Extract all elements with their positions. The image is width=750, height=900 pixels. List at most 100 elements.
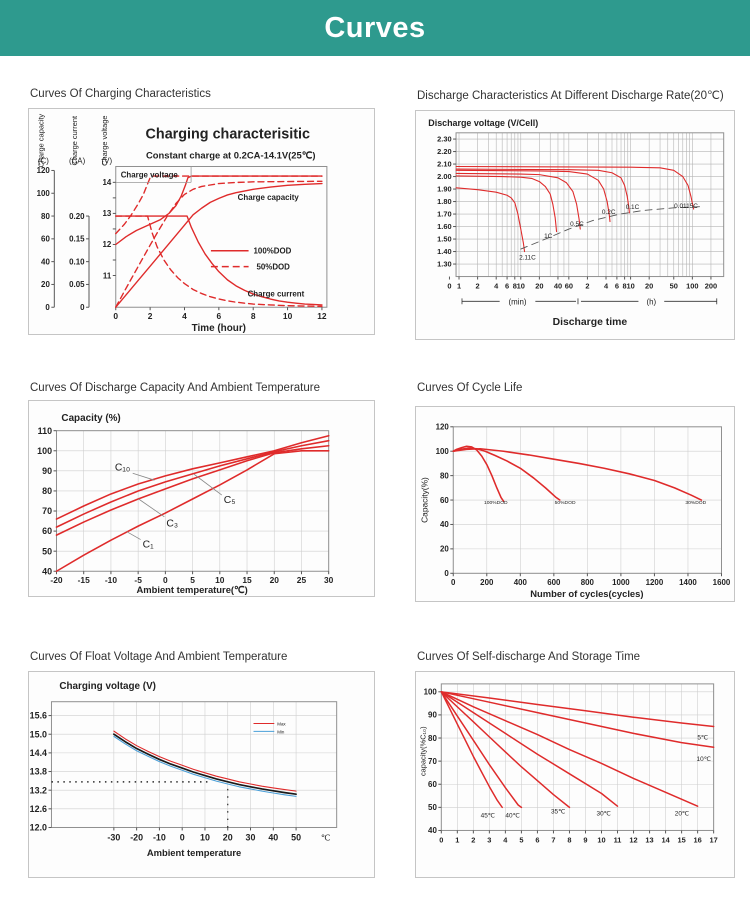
svg-text:45℃: 45℃ (481, 813, 495, 820)
svg-text:120: 120 (37, 166, 51, 175)
svg-text:2.10: 2.10 (437, 160, 451, 169)
svg-text:Capacity(%): Capacity(%) (420, 477, 430, 523)
svg-text:3: 3 (487, 835, 491, 844)
svg-text:11: 11 (103, 271, 112, 280)
svg-text:6: 6 (615, 281, 619, 290)
svg-text:40℃: 40℃ (505, 813, 519, 820)
svg-text:1200: 1200 (646, 578, 664, 587)
svg-text:Min: Min (277, 729, 285, 734)
svg-text:Max: Max (277, 721, 286, 726)
svg-text:400: 400 (514, 578, 528, 587)
svg-text:100: 100 (436, 447, 450, 456)
svg-text:1.70: 1.70 (437, 210, 451, 219)
svg-text:13.8: 13.8 (30, 767, 47, 777)
svg-text:2: 2 (585, 281, 589, 290)
section-title-self-discharge: Curves Of Self-discharge And Storage Tim… (417, 651, 641, 663)
svg-text:30: 30 (246, 832, 256, 842)
svg-text:2.20: 2.20 (437, 147, 451, 156)
svg-text:50: 50 (428, 803, 437, 812)
page-title: Curves (324, 11, 426, 44)
svg-text:200: 200 (705, 281, 717, 290)
svg-text:6: 6 (535, 835, 539, 844)
svg-text:14.4: 14.4 (30, 748, 47, 758)
svg-text:20: 20 (645, 281, 653, 290)
svg-text:2.30: 2.30 (437, 135, 451, 144)
svg-text:10℃: 10℃ (697, 756, 711, 763)
svg-text:1.80: 1.80 (437, 197, 451, 206)
svg-text:2: 2 (471, 835, 475, 844)
svg-text:90: 90 (428, 711, 437, 720)
svg-text:C₃: C₃ (166, 519, 178, 530)
svg-text:20: 20 (440, 545, 449, 554)
svg-text:7: 7 (551, 835, 555, 844)
section-title-discharge-capacity-temperature: Curves Of Discharge Capacity And Ambient… (30, 382, 320, 394)
svg-text:13.2: 13.2 (30, 785, 47, 795)
svg-text:15: 15 (677, 835, 685, 844)
svg-text:4: 4 (604, 281, 609, 290)
chart-charging-characteristics: 0 20 40 60 80 100 120 0 0.05 0.10 0.15 0.20 11 12 13 14… (28, 108, 375, 335)
svg-text:20: 20 (535, 281, 543, 290)
svg-text:100%DOD: 100%DOD (254, 247, 292, 256)
svg-text:12: 12 (629, 835, 637, 844)
svg-text:Charging characterisitic: Charging characterisitic (146, 127, 310, 143)
svg-text:80: 80 (42, 486, 52, 496)
svg-text:60: 60 (440, 496, 449, 505)
svg-text:(V): (V) (102, 157, 113, 166)
section-title-float-voltage: Curves Of Float Voltage And Ambient Temp… (30, 651, 288, 663)
svg-text:15.0: 15.0 (30, 729, 47, 739)
svg-text:1.90: 1.90 (437, 185, 451, 194)
svg-text:(min): (min) (508, 297, 526, 306)
svg-text:C₅: C₅ (224, 495, 236, 506)
svg-text:5: 5 (190, 575, 195, 585)
svg-text:100: 100 (686, 281, 698, 290)
svg-text:(C): (C) (38, 157, 49, 166)
svg-text:120: 120 (436, 423, 450, 432)
svg-text:200: 200 (480, 578, 494, 587)
svg-text:1: 1 (457, 281, 461, 290)
svg-text:0: 0 (447, 281, 451, 290)
chart-canvas-float-voltage: 12.0 12.6 13.2 13.8 14.4 15.0 15.6 -30 -20 -10 0 10… (30, 681, 338, 858)
svg-text:50%DOD: 50%DOD (257, 263, 291, 272)
svg-text:Discharge time: Discharge time (553, 317, 628, 328)
svg-text:50: 50 (670, 281, 678, 290)
svg-text:Charge capacity: Charge capacity (238, 193, 300, 202)
svg-text:100%DOD: 100%DOD (484, 500, 508, 506)
svg-text:110: 110 (38, 426, 52, 436)
svg-text:2: 2 (148, 311, 153, 321)
svg-text:9: 9 (583, 835, 587, 844)
svg-text:Constant charge at 0.2CA-14.1V: Constant charge at 0.2CA-14.1V(25℃) (146, 150, 315, 161)
svg-text:10: 10 (597, 835, 605, 844)
svg-text:Ambient temperature: Ambient temperature (147, 847, 241, 858)
chart-discharge-capacity-temperature: 40 50 60 70 80 90 100 110 -20 -15 -10 -5 0 5 10 15 20 25 3… (28, 400, 375, 597)
svg-text:0: 0 (45, 303, 50, 312)
svg-text:25: 25 (297, 575, 307, 585)
svg-text:Charge current: Charge current (248, 289, 305, 298)
svg-text:5: 5 (519, 835, 523, 844)
svg-text:℃: ℃ (321, 832, 330, 842)
svg-text:(h): (h) (646, 297, 656, 306)
svg-text:17: 17 (710, 835, 718, 844)
svg-text:2.00: 2.00 (437, 172, 451, 181)
svg-text:Number of cycles(cycles): Number of cycles(cycles) (530, 588, 643, 599)
svg-text:8: 8 (567, 835, 571, 844)
svg-text:600: 600 (547, 578, 561, 587)
svg-text:15.6: 15.6 (30, 711, 47, 721)
svg-text:14: 14 (661, 835, 670, 844)
svg-text:-20: -20 (130, 832, 143, 842)
section-title-charging-characteristics: Curves Of Charging Characteristics (30, 88, 211, 100)
svg-text:60: 60 (42, 526, 52, 536)
svg-text:Charge voltage: Charge voltage (121, 170, 179, 179)
svg-text:30: 30 (324, 575, 334, 585)
svg-text:Time (hour): Time (hour) (192, 323, 246, 334)
svg-text:40: 40 (554, 281, 562, 290)
svg-text:80: 80 (440, 471, 449, 480)
svg-text:0.5C: 0.5C (570, 221, 584, 228)
chart-cycle-life: 0 20 40 60 80 100 120 0 200 400 600 800 1000 1200 1400… (415, 406, 735, 602)
svg-text:0: 0 (113, 311, 118, 321)
svg-text:50: 50 (291, 832, 301, 842)
svg-text:13: 13 (645, 835, 653, 844)
svg-text:100: 100 (37, 189, 51, 198)
